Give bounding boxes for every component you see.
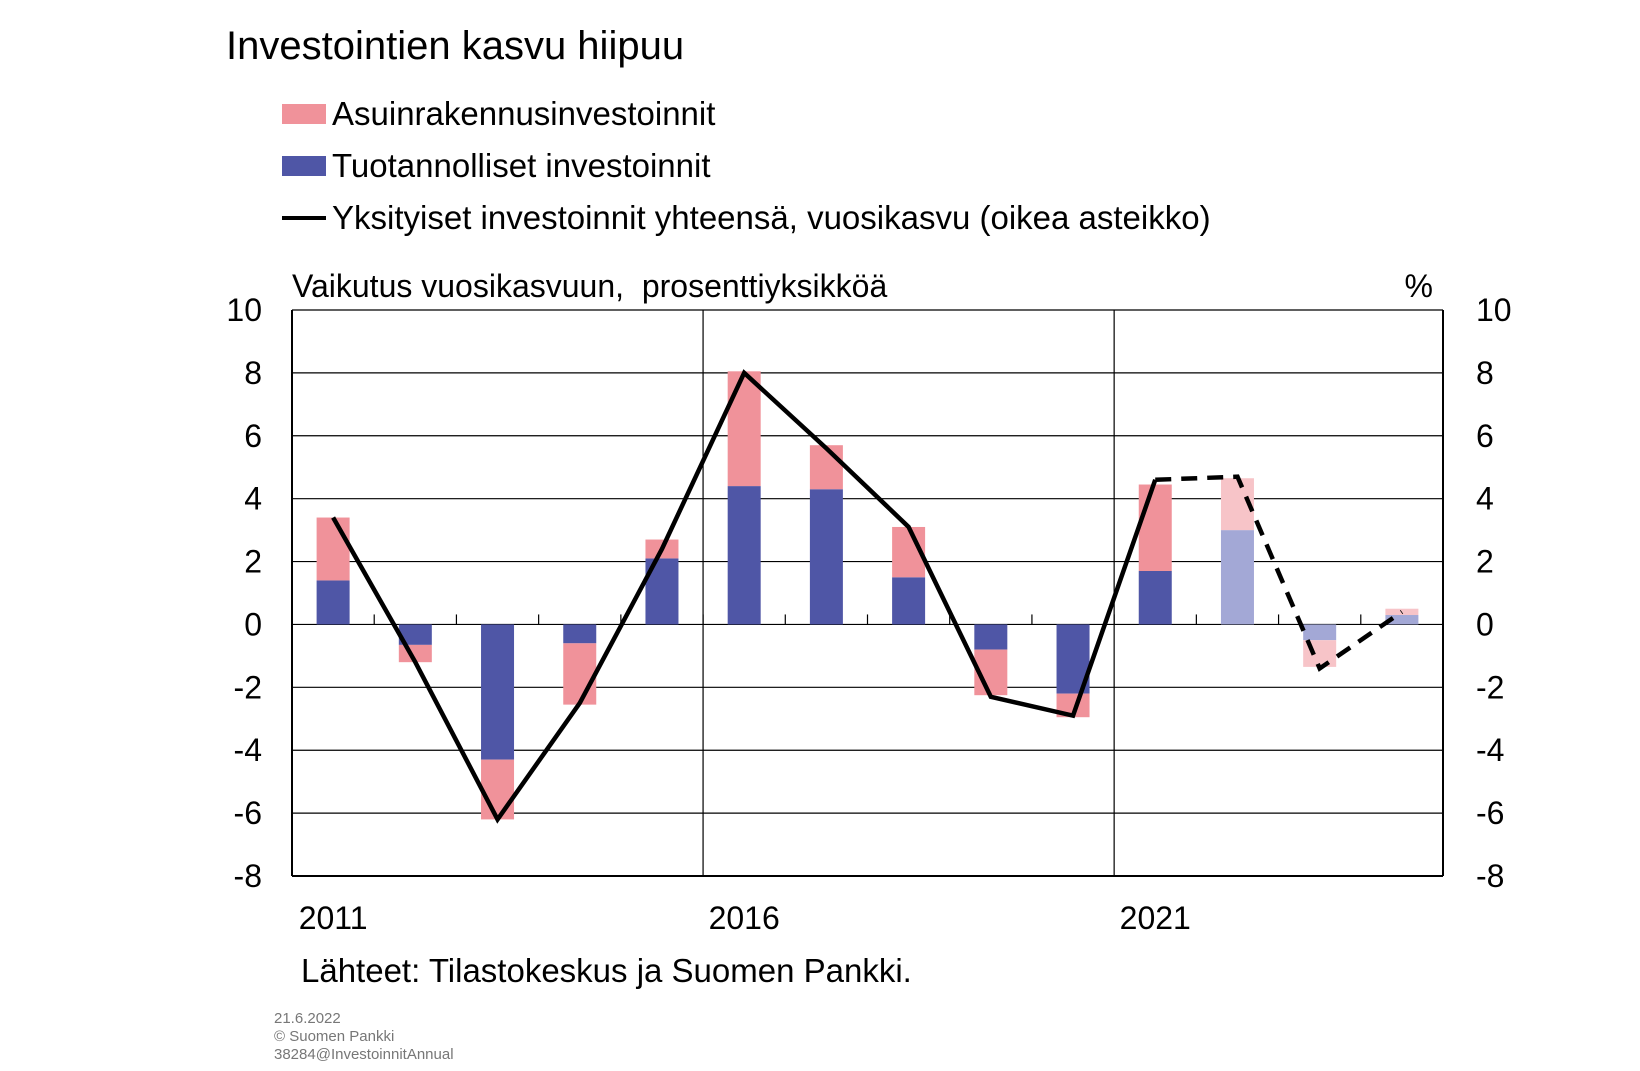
meta-copyright: © Suomen Pankki <box>274 1028 395 1045</box>
bar-productive <box>892 577 926 625</box>
bar-housing <box>727 371 761 487</box>
bar-productive <box>1385 615 1419 625</box>
legend: Asuinrakennusinvestoinnit Tuotannolliset… <box>282 88 1211 244</box>
y-tick-label-left: 8 <box>244 355 262 391</box>
line-total-actual <box>331 369 1158 824</box>
x-tick-label: 2011 <box>299 900 368 936</box>
left-axis-title: Vaikutus vuosikasvuun, prosenttiyksikköä <box>292 268 887 304</box>
legend-swatch-housing <box>282 104 326 124</box>
bar-housing <box>316 517 350 581</box>
bar-housing <box>809 445 843 490</box>
y-tick-label-left: 4 <box>244 481 262 517</box>
legend-item-housing: Asuinrakennusinvestoinnit <box>282 88 1211 140</box>
legend-item-total: Yksityiset investoinnit yhteensä, vuosik… <box>282 192 1211 244</box>
y-tick-label-left: -2 <box>234 669 262 705</box>
y-tick-label-right: 0 <box>1476 606 1494 642</box>
total-growth-line <box>331 369 1404 824</box>
bar-productive <box>809 489 843 625</box>
axes: 10 10 8 8 6 6 4 4 2 2 0 0 -2 -2 -4 -4 -6 -6 -8 -8 2011 2016 20… <box>226 292 1511 936</box>
legend-swatch-total <box>282 216 326 220</box>
legend-label-productive: Tuotannolliset investoinnit <box>332 147 711 184</box>
y-tick-label-right: 8 <box>1476 355 1494 391</box>
y-tick-label-left: -6 <box>234 795 262 831</box>
y-tick-label-right: 10 <box>1476 292 1512 328</box>
y-tick-label-right: 6 <box>1476 418 1494 454</box>
y-tick-label-right: -2 <box>1476 669 1504 705</box>
bars <box>316 371 1419 820</box>
y-tick-label-left: 6 <box>244 418 262 454</box>
y-tick-label-right: -6 <box>1476 795 1504 831</box>
y-tick-label-right: 2 <box>1476 544 1494 580</box>
meta-info: 21.6.2022 © Suomen Pankki 38284@Investoi… <box>274 1010 454 1064</box>
bar-productive <box>974 624 1008 650</box>
bar-housing <box>563 643 597 705</box>
y-tick-label-right: -8 <box>1476 858 1504 894</box>
chart-title: Investointien kasvu hiipuu <box>226 24 685 68</box>
bar-housing <box>1056 693 1090 718</box>
x-tick-label: 2021 <box>1120 900 1191 936</box>
right-axis-title: % <box>1405 268 1433 304</box>
legend-label-housing: Asuinrakennusinvestoinnit <box>332 95 716 132</box>
y-tick-label-left: 0 <box>244 606 262 642</box>
x-tick-label: 2016 <box>709 900 780 936</box>
bar-productive <box>1303 624 1337 641</box>
bar-productive <box>1138 570 1172 625</box>
y-tick-label-left: -8 <box>234 858 262 894</box>
meta-id: 38284@InvestoinnitAnnual <box>274 1046 454 1063</box>
meta-date: 21.6.2022 <box>274 1010 341 1027</box>
legend-label-total: Yksityiset investoinnit yhteensä, vuosik… <box>332 199 1211 236</box>
y-tick-label-left: 2 <box>244 544 262 580</box>
grid <box>292 309 1443 877</box>
bar-productive <box>481 624 515 760</box>
legend-swatch-productive <box>282 156 326 176</box>
bar-productive <box>727 486 761 625</box>
y-tick-label-right: -4 <box>1476 732 1504 768</box>
bar-housing <box>1138 484 1172 571</box>
bar-productive <box>398 624 432 645</box>
legend-item-productive: Tuotannolliset investoinnit <box>282 140 1211 192</box>
bar-productive <box>563 624 597 644</box>
bar-housing <box>481 759 515 820</box>
source-note: Lähteet: Tilastokeskus ja Suomen Pankki. <box>301 952 912 989</box>
bar-productive <box>1220 530 1254 625</box>
y-tick-label-left: 10 <box>226 292 262 328</box>
line-total-forecast <box>1155 474 1404 672</box>
y-tick-label-left: -4 <box>234 732 262 768</box>
y-tick-label-right: 4 <box>1476 481 1494 517</box>
bar-productive <box>316 580 350 625</box>
